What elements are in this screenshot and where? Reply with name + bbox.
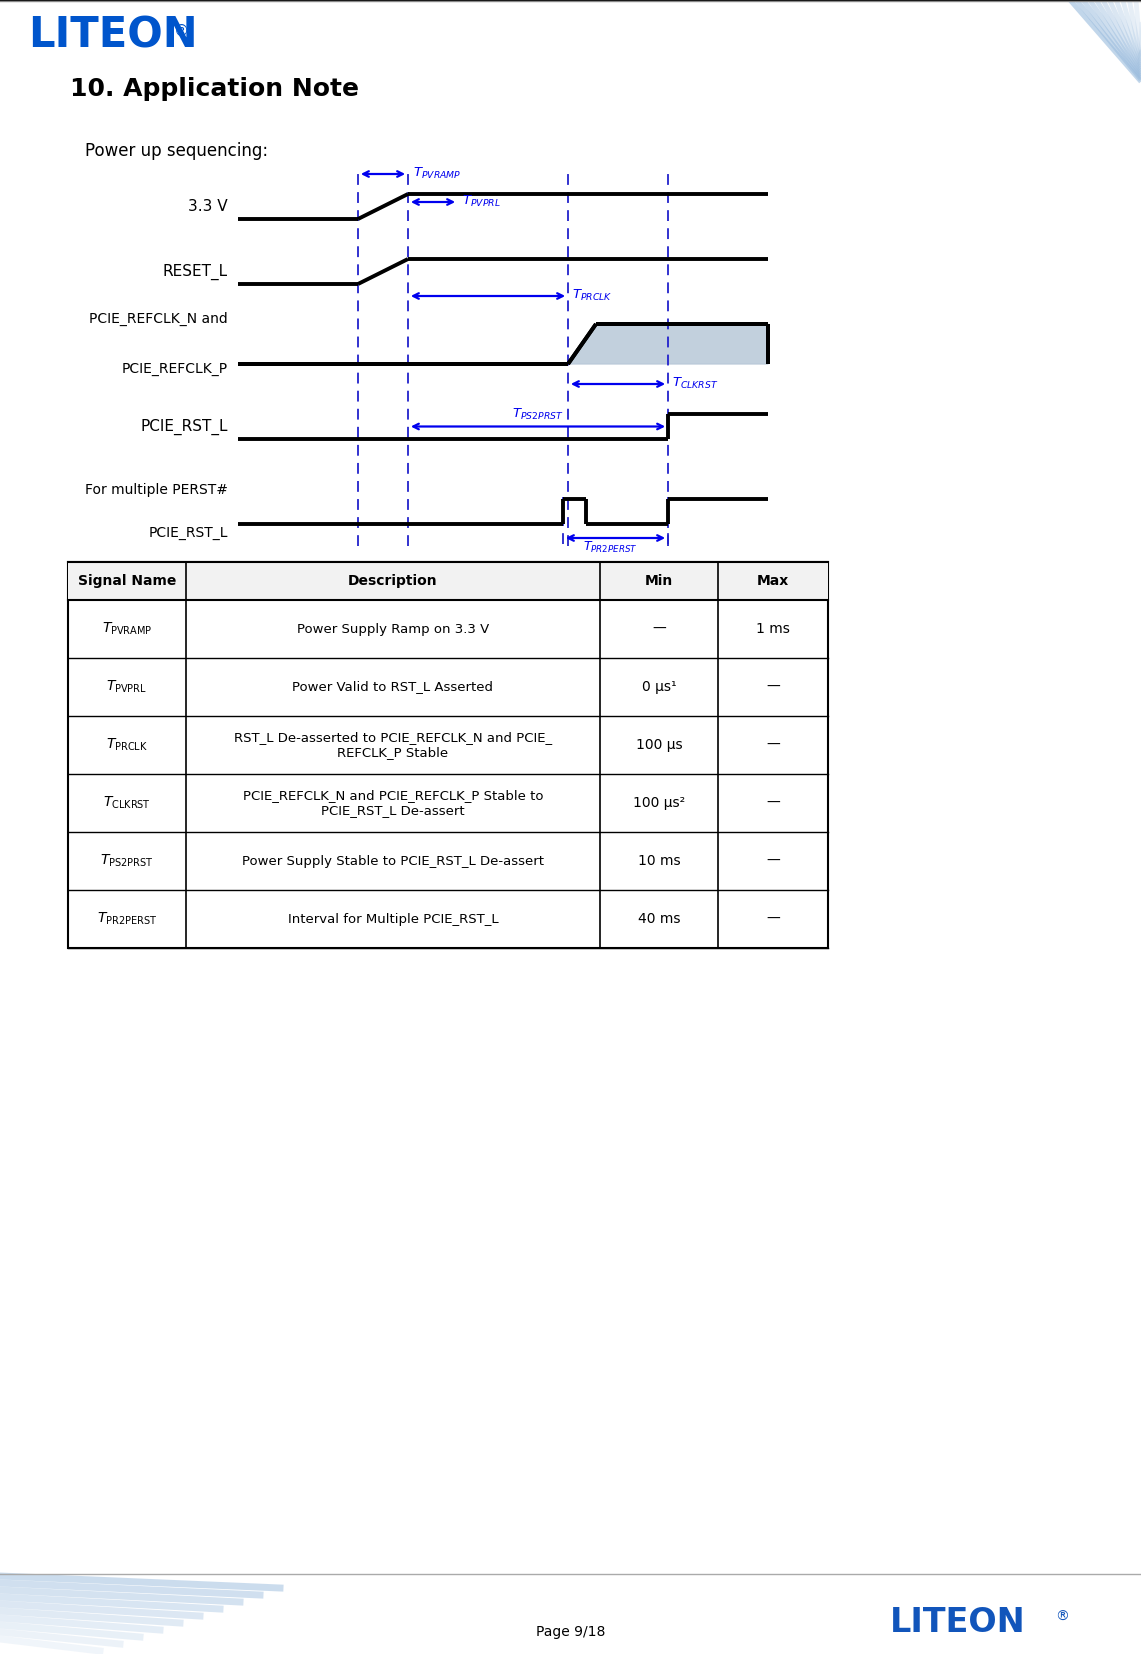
Text: Interval for Multiple PCIE_RST_L: Interval for Multiple PCIE_RST_L <box>288 913 499 926</box>
Text: —: — <box>766 796 779 810</box>
Text: LITEON: LITEON <box>29 15 197 56</box>
Text: PCIE_REFCLK_N and PCIE_REFCLK_P Stable to
PCIE_RST_L De-assert: PCIE_REFCLK_N and PCIE_REFCLK_P Stable t… <box>243 789 543 817</box>
Text: Max: Max <box>756 574 790 589</box>
Bar <box>68 562 828 948</box>
Text: PCIE_RST_L: PCIE_RST_L <box>148 526 228 539</box>
Text: $T_{\mathrm{PRCLK}}$: $T_{\mathrm{PRCLK}}$ <box>106 736 148 753</box>
Text: $T_{PR2PERST}$: $T_{PR2PERST}$ <box>583 539 638 556</box>
Text: PCIE_REFCLK_N and: PCIE_REFCLK_N and <box>89 313 228 326</box>
Text: —: — <box>766 911 779 926</box>
Bar <box>68 562 828 600</box>
Text: $T_{\mathrm{PR2PERST}}$: $T_{\mathrm{PR2PERST}}$ <box>97 911 157 928</box>
Text: 1 ms: 1 ms <box>756 622 790 637</box>
Text: $T_{\mathrm{CLKRST}}$: $T_{\mathrm{CLKRST}}$ <box>103 796 151 810</box>
Text: Power Valid to RST_L Asserted: Power Valid to RST_L Asserted <box>292 680 493 693</box>
Text: RST_L De-asserted to PCIE_REFCLK_N and PCIE_
REFCLK_P Stable: RST_L De-asserted to PCIE_REFCLK_N and P… <box>234 731 552 759</box>
Text: ®: ® <box>173 23 189 38</box>
Text: PCIE_REFCLK_P: PCIE_REFCLK_P <box>122 362 228 375</box>
Text: $T_{PVPRL}$: $T_{PVPRL}$ <box>462 194 501 208</box>
Text: Min: Min <box>645 574 673 589</box>
Text: —: — <box>766 738 779 753</box>
Text: 100 μs: 100 μs <box>636 738 682 753</box>
Text: $T_{\mathrm{PVRAMP}}$: $T_{\mathrm{PVRAMP}}$ <box>102 620 152 637</box>
Text: Power up sequencing:: Power up sequencing: <box>84 142 268 160</box>
Text: $T_{\mathrm{PVPRL}}$: $T_{\mathrm{PVPRL}}$ <box>106 678 147 695</box>
Text: Description: Description <box>348 574 438 589</box>
Text: 40 ms: 40 ms <box>638 911 680 926</box>
Text: LITEON: LITEON <box>890 1606 1026 1639</box>
Text: —: — <box>766 680 779 695</box>
Text: —: — <box>766 853 779 868</box>
Text: 10. Application Note: 10. Application Note <box>70 78 359 101</box>
Text: $T_{CLKRST}$: $T_{CLKRST}$ <box>672 375 719 390</box>
Text: RESET_L: RESET_L <box>163 263 228 280</box>
Text: Power Supply Ramp on 3.3 V: Power Supply Ramp on 3.3 V <box>297 622 489 635</box>
Text: $T_{PVRAMP}$: $T_{PVRAMP}$ <box>413 165 461 180</box>
Text: 0 μs¹: 0 μs¹ <box>641 680 677 695</box>
Polygon shape <box>568 324 768 364</box>
Text: $T_{\mathrm{PS2PRST}}$: $T_{\mathrm{PS2PRST}}$ <box>100 853 154 870</box>
Text: $T_{PS2PRST}$: $T_{PS2PRST}$ <box>512 407 564 422</box>
Text: 3.3 V: 3.3 V <box>188 198 228 213</box>
Text: Power Supply Stable to PCIE_RST_L De-assert: Power Supply Stable to PCIE_RST_L De-ass… <box>242 855 544 867</box>
Text: 10 ms: 10 ms <box>638 853 680 868</box>
Text: $T_{PRCLK}$: $T_{PRCLK}$ <box>572 288 613 303</box>
Text: PCIE_RST_L: PCIE_RST_L <box>140 418 228 435</box>
Text: Signal Name: Signal Name <box>78 574 176 589</box>
Text: For multiple PERST#: For multiple PERST# <box>84 483 228 496</box>
Text: Page 9/18: Page 9/18 <box>536 1624 606 1639</box>
Text: —: — <box>652 622 666 637</box>
Text: 100 μs²: 100 μs² <box>633 796 685 810</box>
Text: ®: ® <box>1055 1609 1069 1624</box>
